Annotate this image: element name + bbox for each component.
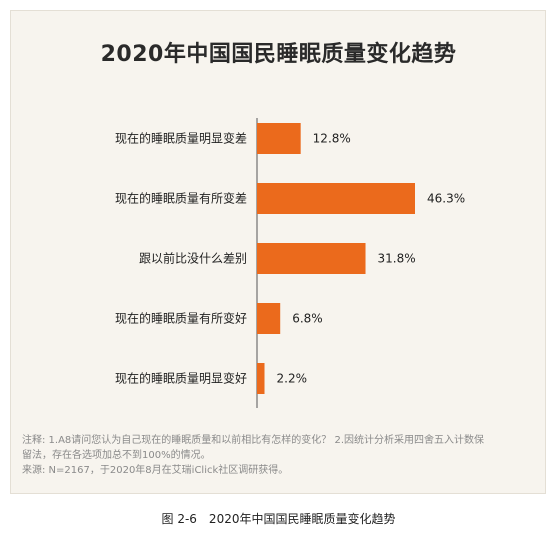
note-line-2: 留法，存在各选项加总不到100%的情况。 [22,450,211,461]
category-label: 现在的睡眠质量有所变差 [115,191,247,206]
bar [257,123,301,154]
bar [257,303,281,334]
figure-caption: 图 2-6 2020年中国国民睡眠质量变化趋势 [161,512,396,526]
bar [257,363,265,394]
chart-title: 2020年中国国民睡眠质量变化趋势 [100,42,457,67]
category-label: 跟以前比没什么差别 [139,251,247,266]
bars-layer: 现在的睡眠质量明显变差 12.8% 现在的睡眠质量有所变差 46.3% 跟以前比没什么差… [115,118,465,408]
value-label: 46.3% [427,192,465,206]
chart-notes: 注释: 1.A8请问您认为自己现在的睡眠质量和以前相比有怎样的变化？ 2.因统计… [22,433,522,478]
category-label: 现在的睡眠质量明显变差 [115,131,247,146]
note-line-1: 注释: 1.A8请问您认为自己现在的睡眠质量和以前相比有怎样的变化？ 2.因统计… [22,435,485,446]
bar [257,243,366,274]
value-label: 31.8% [378,252,416,266]
value-label: 2.2% [277,372,308,386]
category-label: 现在的睡眠质量明显变好 [115,371,247,386]
value-label: 12.8% [313,132,351,146]
bar [257,183,415,214]
value-label: 6.8% [292,312,323,326]
category-label: 现在的睡眠质量有所变好 [115,311,247,326]
source-line: 来源: N=2167，于2020年8月在艾瑞iClick社区调研获得。 [22,465,289,476]
